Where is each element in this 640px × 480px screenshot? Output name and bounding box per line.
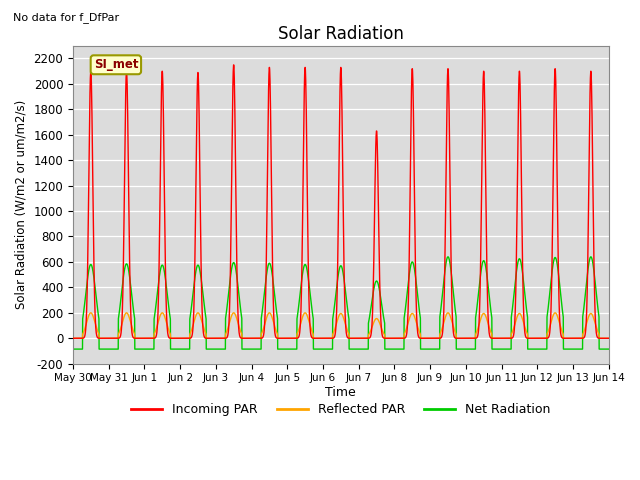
X-axis label: Time: Time <box>326 386 356 399</box>
Y-axis label: Solar Radiation (W/m2 or um/m2/s): Solar Radiation (W/m2 or um/m2/s) <box>15 100 28 309</box>
Text: SI_met: SI_met <box>93 58 138 71</box>
Title: Solar Radiation: Solar Radiation <box>278 24 404 43</box>
Text: No data for f_DfPar: No data for f_DfPar <box>13 12 119 23</box>
Legend: Incoming PAR, Reflected PAR, Net Radiation: Incoming PAR, Reflected PAR, Net Radiati… <box>126 398 556 421</box>
